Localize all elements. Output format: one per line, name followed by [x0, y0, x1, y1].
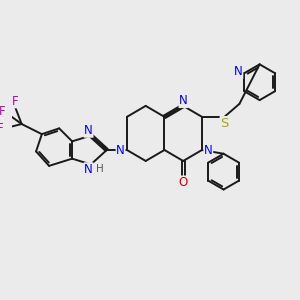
Text: N: N [116, 143, 125, 157]
Text: F: F [12, 95, 18, 108]
Text: N: N [84, 124, 93, 137]
Text: N: N [204, 143, 213, 157]
Text: N: N [234, 65, 243, 78]
Text: H: H [96, 164, 104, 174]
Text: F: F [0, 122, 4, 135]
Text: N: N [179, 94, 188, 107]
Text: F: F [0, 105, 5, 119]
Text: O: O [178, 176, 188, 189]
Text: S: S [220, 117, 229, 130]
Text: N: N [84, 163, 93, 176]
